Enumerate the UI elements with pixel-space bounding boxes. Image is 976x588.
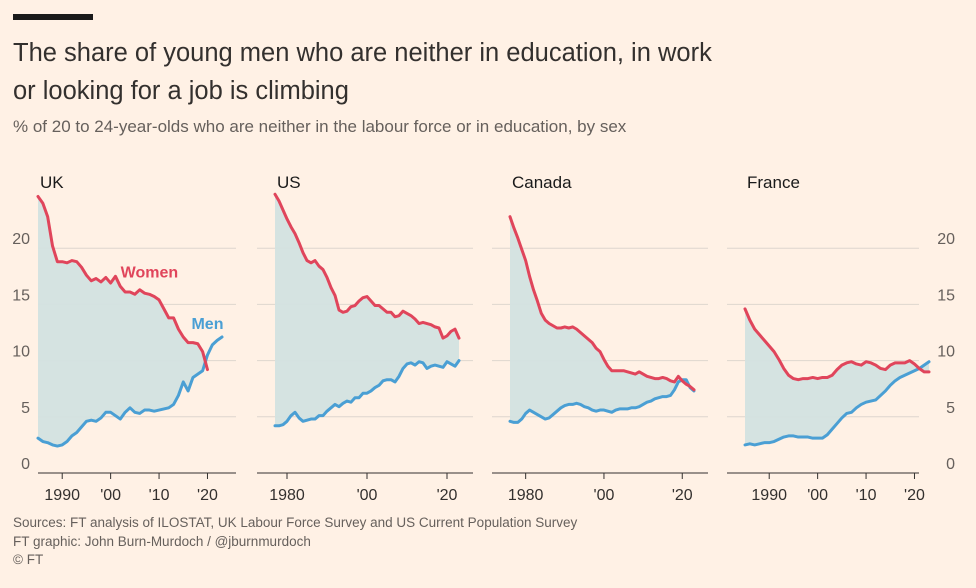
x-tick-label-france-2020: '20	[904, 487, 925, 504]
y-tick-label-uk-20: 20	[12, 231, 30, 248]
chart-title-line-2: or looking for a job is climbing	[13, 77, 349, 105]
x-tick-label-uk-2010: '10	[149, 487, 170, 504]
women-line-france	[743, 307, 931, 382]
y-tick-label-uk-10: 10	[12, 344, 30, 361]
ft-brand-bar	[13, 14, 93, 20]
x-tick-label-canada-2000: '00	[594, 487, 615, 504]
women-line-canada	[508, 215, 696, 392]
x-tick-label-uk-2020: '20	[197, 487, 218, 504]
y-tick-label-france-10: 10	[937, 344, 955, 361]
y-tick-label-france-15: 15	[937, 287, 955, 304]
x-tick-label-france-2010: '10	[856, 487, 877, 504]
y-tick-label-uk-5: 5	[21, 400, 30, 417]
x-tick-label-canada-2020: '20	[672, 487, 693, 504]
men-line-uk	[36, 335, 224, 448]
y-tick-label-france-0: 0	[946, 456, 955, 473]
women-line-us	[273, 192, 461, 340]
footer: Sources: FT analysis of ILOSTAT, UK Labo…	[13, 514, 577, 570]
series-label-men: Men	[191, 316, 223, 333]
gap-area-us	[275, 194, 459, 426]
y-tick-label-uk-15: 15	[12, 287, 30, 304]
small-multiples-chart: UK 1990 '00 '10 '20 0 5 10 15 20 Women Men US 1980 '00…	[12, 173, 955, 504]
men-line-canada	[508, 378, 696, 424]
panel-title-canada: Canada	[512, 173, 572, 192]
graphic-credit: FT graphic: John Burn-Murdoch / @jburnmu…	[13, 533, 311, 549]
x-tick-label-france-2000: '00	[807, 487, 828, 504]
x-tick-label-canada-1980: 1980	[508, 487, 544, 504]
x-tick-label-france-1990: 1990	[751, 487, 787, 504]
x-tick-label-us-1980: 1980	[269, 487, 305, 504]
sources-note: Sources: FT analysis of ILOSTAT, UK Labo…	[13, 515, 578, 530]
men-line-us	[273, 359, 461, 428]
y-tick-label-france-20: 20	[937, 231, 955, 248]
chart-title-line-1: The share of young men who are neither i…	[13, 39, 712, 67]
chart-title: The share of young men who are neither i…	[13, 34, 913, 110]
copyright-note: © FT	[13, 552, 44, 567]
x-tick-label-uk-2000: '00	[100, 487, 121, 504]
panel-title-us: US	[277, 173, 301, 192]
x-tick-label-us-2000: '00	[357, 487, 378, 504]
gap-area-canada	[510, 216, 694, 423]
gap-area-france	[745, 308, 929, 445]
panel-title-france: France	[747, 173, 800, 192]
x-tick-label-us-2020: '20	[437, 487, 458, 504]
men-line-france	[743, 360, 931, 447]
gap-area-uk	[38, 196, 208, 447]
women-line-uk	[36, 194, 209, 372]
y-tick-label-france-5: 5	[946, 400, 955, 417]
x-tick-label-uk-1990: 1990	[44, 487, 80, 504]
y-tick-label-uk-0: 0	[21, 456, 30, 473]
panel-title-uk: UK	[40, 173, 64, 192]
chart-subtitle: % of 20 to 24-year-olds who are neither …	[13, 117, 627, 136]
series-label-women: Women	[121, 264, 178, 281]
